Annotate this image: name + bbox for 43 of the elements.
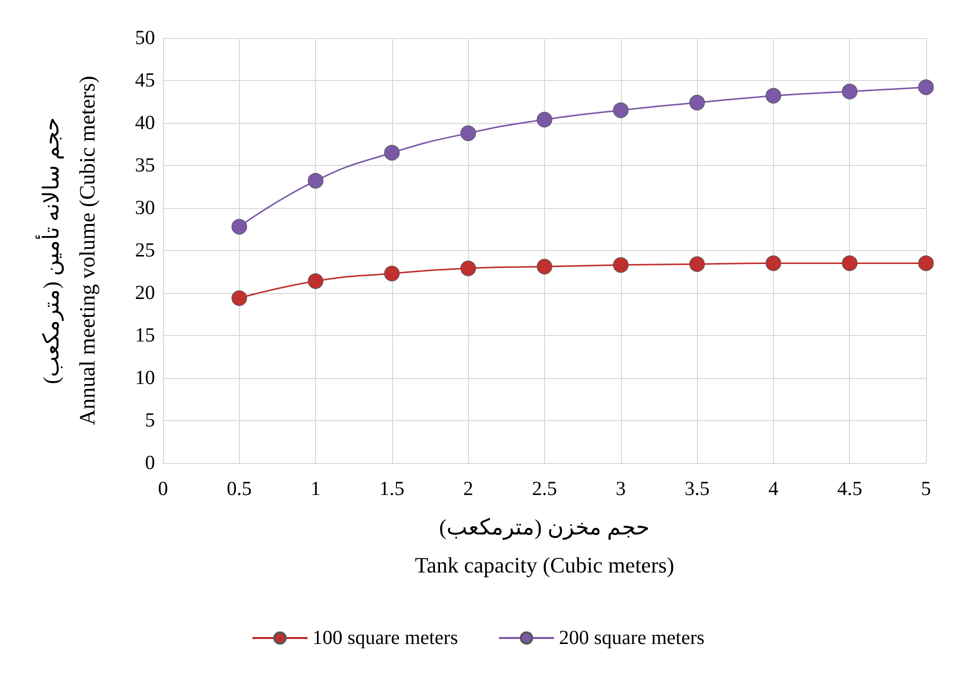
y-tick-label: 10 (135, 367, 155, 389)
point (918, 80, 934, 96)
x-tick-label: 1.5 (379, 478, 404, 500)
point (613, 257, 629, 273)
y-tick-label: 5 (145, 410, 155, 432)
x-tick-label: 2 (463, 478, 474, 500)
point (232, 218, 248, 234)
point (918, 255, 934, 272)
point (536, 258, 552, 274)
point (460, 125, 476, 141)
y-tick-label: 20 (135, 282, 155, 304)
legend-label: 200 square meters (559, 627, 705, 649)
point (613, 102, 629, 118)
point (308, 173, 324, 189)
x-tick-label: 1 (310, 478, 321, 500)
x-tick-label: 2.5 (532, 478, 557, 500)
y-tick-label: 50 (135, 27, 155, 49)
point (766, 255, 782, 272)
x-tick-label: 3 (616, 478, 626, 500)
x-tick-label: 4.5 (837, 478, 862, 500)
point (766, 88, 782, 104)
point (384, 144, 400, 161)
y-tick-label: 30 (135, 197, 155, 219)
y-tick-label: 25 (135, 240, 155, 262)
point (460, 260, 476, 276)
point (308, 273, 324, 289)
x-tick-label: 0.5 (226, 478, 252, 500)
point (689, 256, 705, 272)
y-tick-label: 35 (135, 154, 155, 176)
x-tick-label: 5 (921, 478, 931, 500)
legend-label: 100 square meters (312, 627, 458, 649)
point (842, 255, 858, 272)
x-tick-label: 3.5 (684, 478, 710, 500)
x-tick-label: 4 (768, 478, 778, 500)
point (689, 94, 705, 110)
y-tick-label: 45 (135, 70, 155, 92)
point (536, 112, 552, 128)
point (232, 290, 248, 306)
y-tick-label: 0 (145, 452, 155, 474)
point (384, 266, 400, 282)
y-tick-label: 15 (135, 324, 155, 346)
y-tick-label: 40 (135, 112, 155, 134)
point (842, 84, 858, 100)
